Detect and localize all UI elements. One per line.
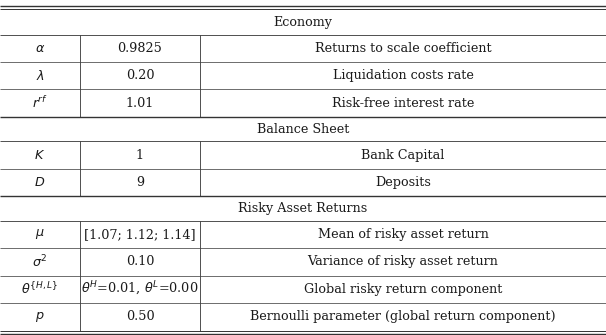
Text: Economy: Economy	[273, 16, 333, 29]
Text: 0.9825: 0.9825	[118, 42, 162, 55]
Text: [1.07; 1.12; 1.14]: [1.07; 1.12; 1.14]	[84, 228, 196, 241]
Text: $\mu$: $\mu$	[35, 227, 45, 242]
Text: Deposits: Deposits	[375, 176, 431, 189]
Text: 0.50: 0.50	[125, 311, 155, 323]
Text: $D$: $D$	[35, 176, 45, 189]
Text: $\theta^H$=0.01, $\theta^L$=0.00: $\theta^H$=0.01, $\theta^L$=0.00	[81, 280, 199, 298]
Text: 0.20: 0.20	[125, 69, 155, 82]
Text: Risky Asset Returns: Risky Asset Returns	[238, 202, 368, 215]
Text: 1: 1	[136, 149, 144, 161]
Text: 9: 9	[136, 176, 144, 189]
Text: $\theta^{\{H,L\}}$: $\theta^{\{H,L\}}$	[21, 281, 59, 297]
Text: Bernoulli parameter (global return component): Bernoulli parameter (global return compo…	[250, 311, 556, 323]
Text: Variance of risky asset return: Variance of risky asset return	[308, 256, 498, 268]
Text: Mean of risky asset return: Mean of risky asset return	[318, 228, 488, 241]
Text: $r^{rf}$: $r^{rf}$	[32, 95, 48, 111]
Text: $\lambda$: $\lambda$	[36, 69, 44, 83]
Text: $\sigma^2$: $\sigma^2$	[32, 254, 48, 270]
Text: $p$: $p$	[35, 310, 45, 324]
Text: $\alpha$: $\alpha$	[35, 42, 45, 55]
Text: 0.10: 0.10	[126, 256, 154, 268]
Text: $K$: $K$	[35, 149, 45, 161]
Text: Returns to scale coefficient: Returns to scale coefficient	[315, 42, 491, 55]
Text: Balance Sheet: Balance Sheet	[257, 123, 349, 136]
Text: Liquidation costs rate: Liquidation costs rate	[333, 69, 473, 82]
Text: Risk-free interest rate: Risk-free interest rate	[332, 97, 474, 110]
Text: 1.01: 1.01	[126, 97, 154, 110]
Text: Bank Capital: Bank Capital	[361, 149, 445, 161]
Text: Global risky return component: Global risky return component	[304, 283, 502, 296]
